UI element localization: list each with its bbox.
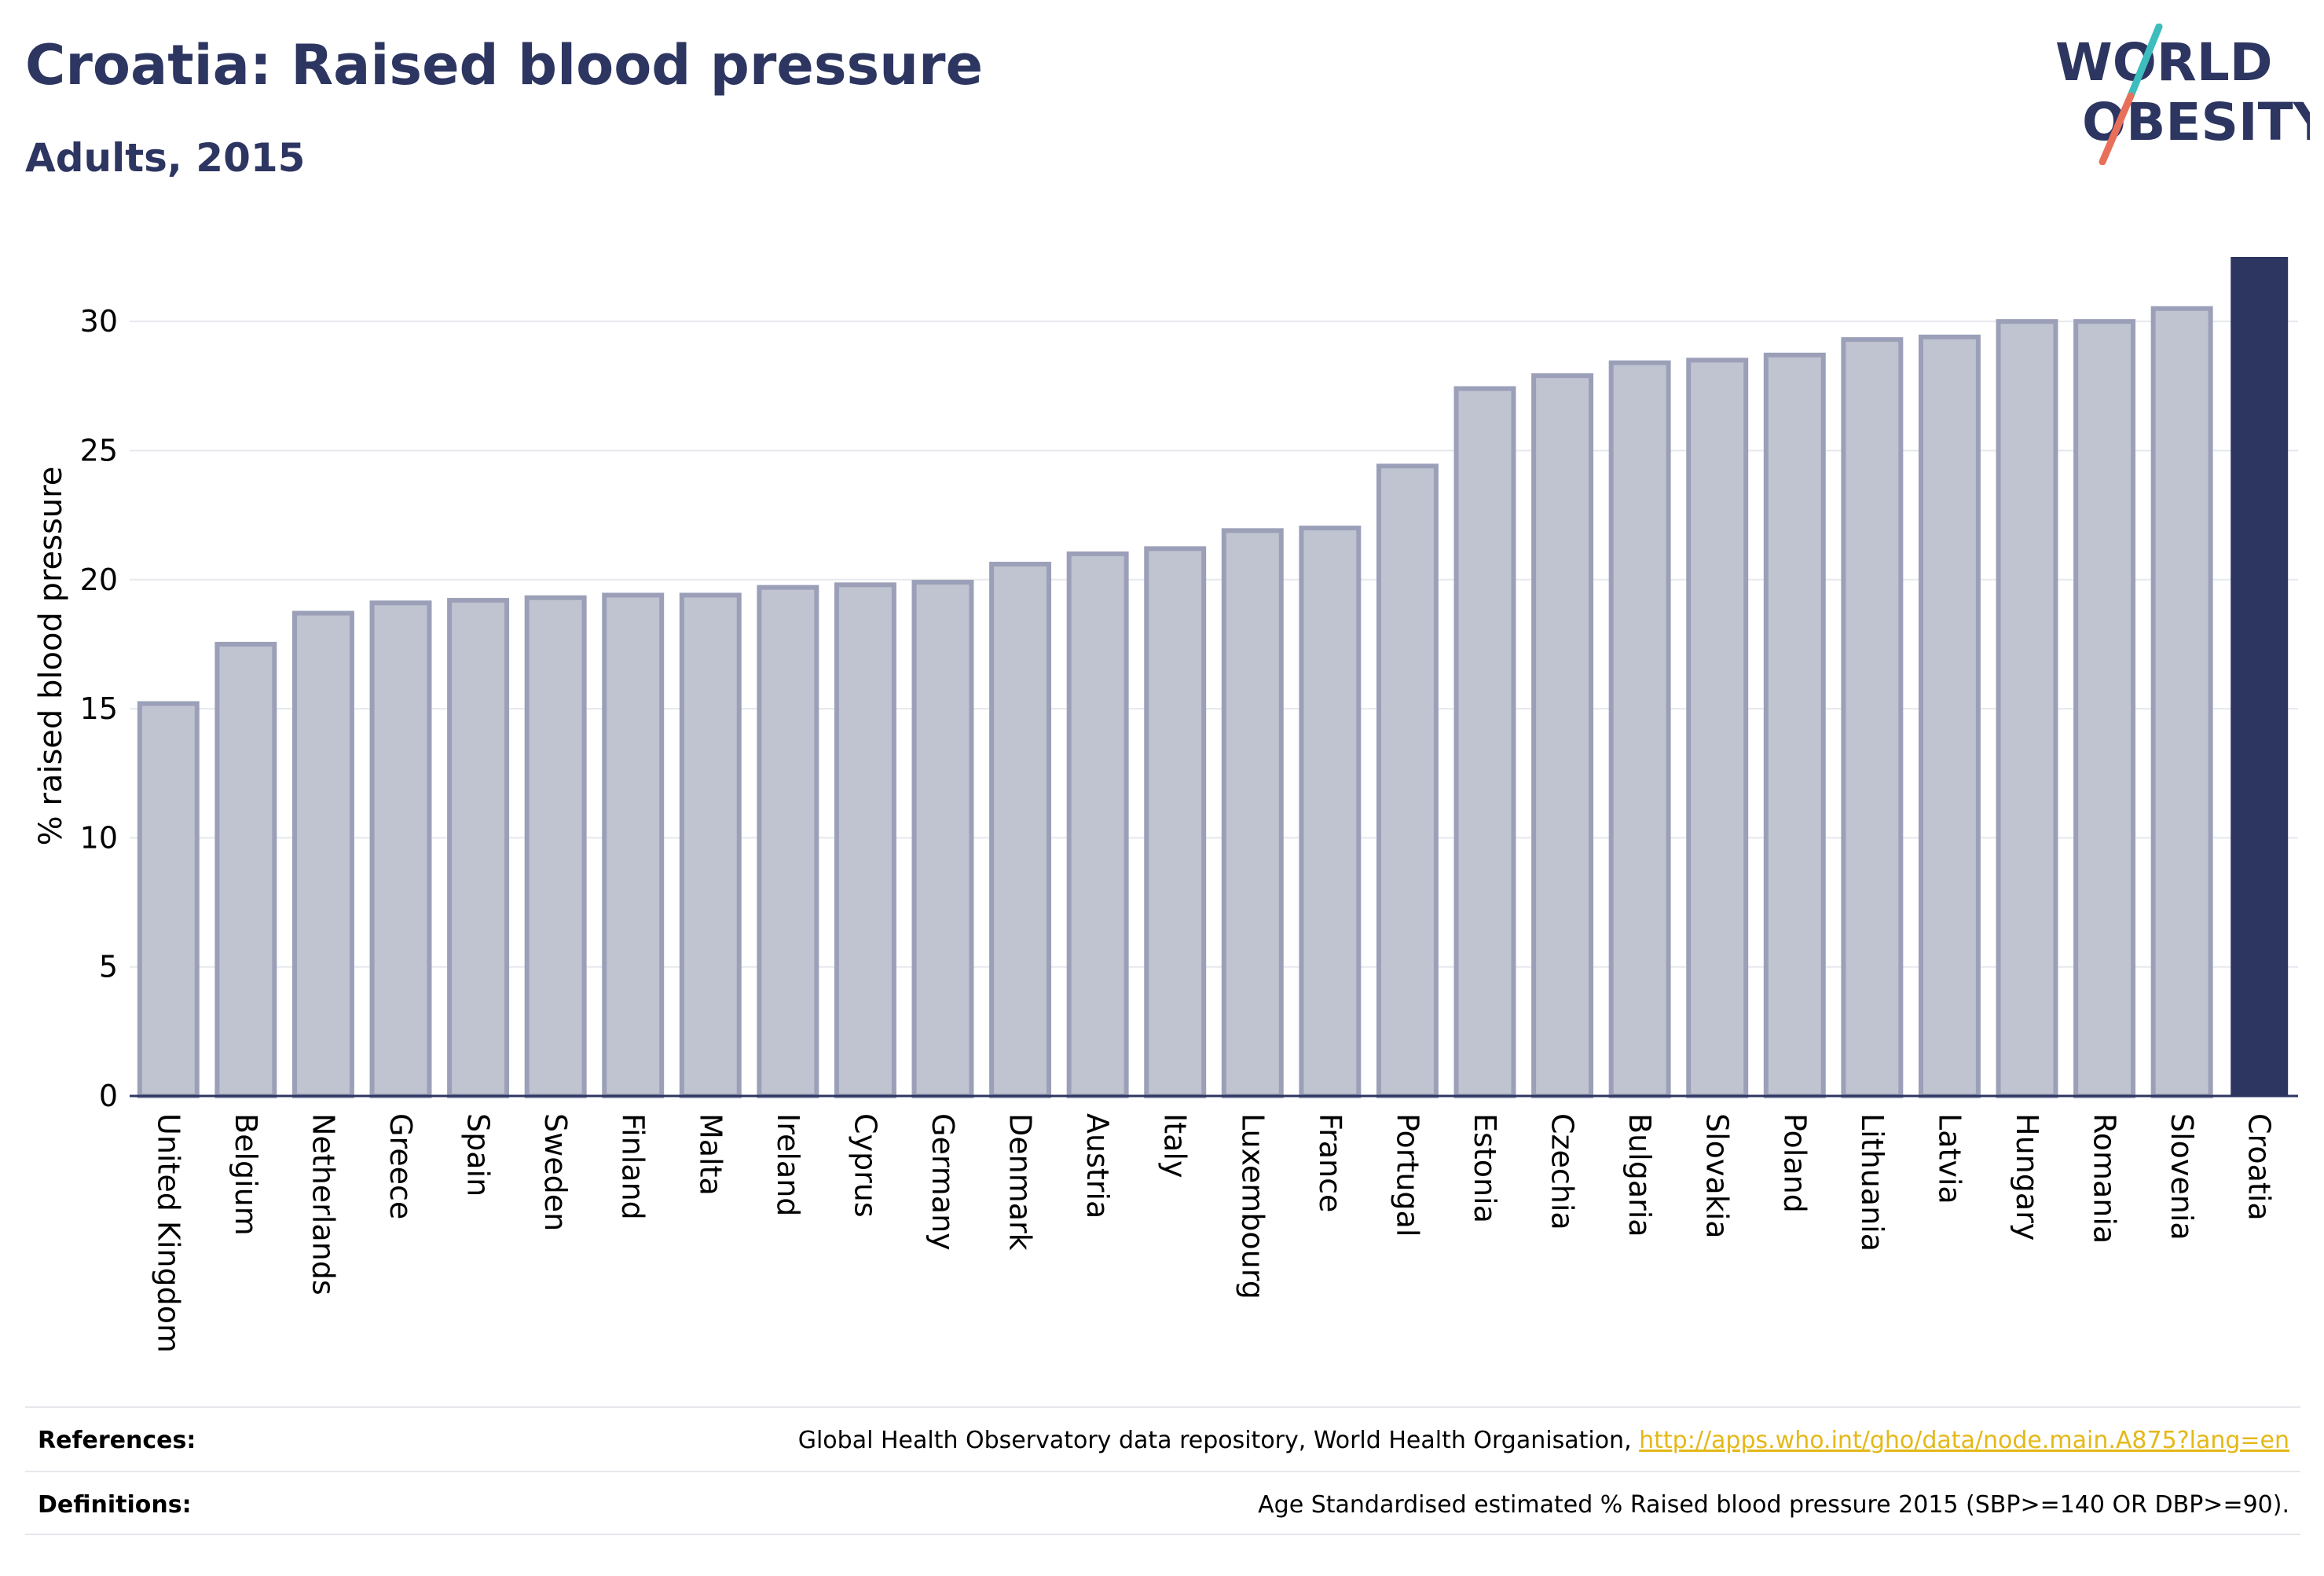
definitions-label: Definitions: xyxy=(38,1491,192,1519)
x-tick-label: Malta xyxy=(693,1113,728,1196)
bar-chart: 0 5 10 15 20 25 30 United Kingdom Belgium Nether… xyxy=(33,257,2298,1353)
x-tick-label: Slovenia xyxy=(2165,1113,2199,1241)
y-tick-label: 5 xyxy=(99,950,118,984)
bar-greece xyxy=(369,600,432,1098)
x-tick-labels: United Kingdom Belgium Netherlands Greece Sp… xyxy=(151,1113,2276,1353)
bar-spain xyxy=(447,598,510,1098)
bar-belgium xyxy=(214,641,277,1098)
x-tick-label: Lithuania xyxy=(1855,1113,1890,1252)
references-label: References: xyxy=(38,1427,196,1454)
x-tick-label: Romania xyxy=(2088,1113,2122,1244)
bar-poland xyxy=(1763,352,1826,1098)
definitions-text: Age Standardised estimated % Raised bloo… xyxy=(1258,1491,2289,1519)
x-tick-label: United Kingdom xyxy=(151,1113,185,1353)
x-tick-label: Croatia xyxy=(2242,1113,2277,1221)
x-tick-label: Denmark xyxy=(1003,1113,1038,1251)
y-tick-label: 30 xyxy=(80,304,118,339)
bar-sweden xyxy=(524,595,587,1098)
x-tick-label: Luxembourg xyxy=(1235,1113,1270,1299)
y-tick-label: 10 xyxy=(80,820,118,855)
x-tick-label: Estonia xyxy=(1468,1113,1502,1223)
bars xyxy=(137,257,2289,1099)
bar-czechia xyxy=(1531,373,1594,1098)
bar-bulgaria xyxy=(1608,360,1671,1098)
bar-slovenia xyxy=(2150,306,2213,1098)
x-tick-label: Hungary xyxy=(2010,1113,2044,1241)
logo-slash-top xyxy=(2127,24,2163,100)
bar-luxembourg xyxy=(1221,528,1284,1098)
chart-subtitle: Adults, 2015 xyxy=(25,135,306,181)
x-tick-label: Italy xyxy=(1158,1113,1193,1178)
y-tick-label: 15 xyxy=(80,691,118,726)
bar-germany xyxy=(911,580,974,1098)
bar-finland xyxy=(602,592,665,1098)
x-tick-label: Ireland xyxy=(771,1113,805,1216)
bar-ireland xyxy=(757,585,819,1098)
y-tick-labels: 0 5 10 15 20 25 30 xyxy=(80,304,118,1113)
logo-slash-bottom xyxy=(2099,92,2135,165)
x-tick-label: Belgium xyxy=(229,1113,263,1236)
x-tick-label: Bulgaria xyxy=(1622,1113,1657,1237)
x-tick-label: Finland xyxy=(616,1113,651,1220)
y-tick-label: 20 xyxy=(80,563,118,597)
chart-title: Croatia: Raised blood pressure xyxy=(25,33,984,97)
x-tick-label: Sweden xyxy=(538,1113,573,1231)
bar-romania xyxy=(2073,319,2136,1098)
x-tick-label: Latvia xyxy=(1932,1113,1967,1204)
bar-hungary xyxy=(1996,319,2058,1098)
x-tick-label: Slovakia xyxy=(1700,1113,1735,1239)
bar-italy xyxy=(1144,546,1207,1098)
x-tick-label: Greece xyxy=(383,1113,418,1219)
references-text: Global Health Observatory data repositor… xyxy=(797,1427,2289,1454)
bar-malta xyxy=(679,592,742,1098)
bar-austria xyxy=(1066,551,1129,1098)
x-tick-label: Cyprus xyxy=(848,1113,882,1218)
bar-slovakia xyxy=(1686,357,1749,1098)
x-tick-label: Czechia xyxy=(1545,1113,1580,1230)
bar-denmark xyxy=(989,562,1052,1098)
world-obesity-logo: WORLD OBESITY xyxy=(2055,24,2310,165)
bar-united-kingdom xyxy=(137,701,200,1099)
x-tick-label: Germany xyxy=(926,1113,960,1251)
footer-divider xyxy=(25,1471,2300,1472)
y-tick-label: 25 xyxy=(80,433,118,467)
bar-estonia xyxy=(1453,386,1516,1098)
bar-france xyxy=(1299,526,1362,1098)
x-tick-label: France xyxy=(1313,1113,1347,1212)
bar-cyprus xyxy=(834,582,896,1098)
bar-lithuania xyxy=(1841,337,1904,1098)
y-tick-label: 0 xyxy=(99,1079,118,1113)
footer-divider xyxy=(25,1406,2300,1408)
x-tick-label: Netherlands xyxy=(306,1113,340,1296)
bar-portugal xyxy=(1376,464,1439,1098)
logo-line1: WORLD xyxy=(2055,32,2273,93)
x-tick-label: Spain xyxy=(461,1113,496,1197)
y-axis-label: % raised blood pressure xyxy=(33,467,69,846)
footer-divider xyxy=(25,1534,2300,1535)
bar-latvia xyxy=(1918,334,1981,1098)
x-tick-label: Austria xyxy=(1080,1113,1115,1219)
references-link[interactable]: http://apps.who.int/gho/data/node.main.A… xyxy=(1639,1427,2289,1454)
x-tick-label: Poland xyxy=(1777,1113,1812,1213)
bar-netherlands xyxy=(291,610,354,1098)
bar-croatia xyxy=(2231,257,2289,1096)
x-tick-label: Portugal xyxy=(1390,1113,1424,1237)
